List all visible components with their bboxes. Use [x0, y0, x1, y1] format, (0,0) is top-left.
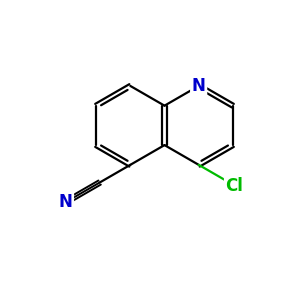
Text: Cl: Cl — [226, 176, 243, 194]
Text: N: N — [58, 193, 72, 211]
Text: N: N — [192, 77, 206, 95]
